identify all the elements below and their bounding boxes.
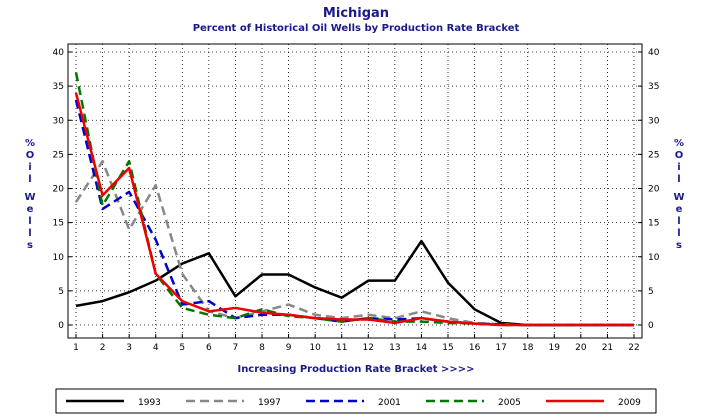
y-axis-label-char-left: i xyxy=(28,162,31,173)
x-tick-label: 17 xyxy=(495,343,506,353)
y-tick-label-right: 10 xyxy=(648,253,660,263)
y-tick-label-left: 20 xyxy=(53,185,65,195)
y-tick-label-right: 30 xyxy=(648,116,660,126)
y-tick-label-left: 10 xyxy=(53,253,65,263)
x-tick-label: 9 xyxy=(286,343,292,353)
y-axis-label-char-right: % xyxy=(674,138,684,149)
y-tick-label-left: 30 xyxy=(53,116,65,126)
y-tick-label-right: 5 xyxy=(648,287,654,297)
y-tick-label-right: 20 xyxy=(648,185,660,195)
y-axis-label-char-left: O xyxy=(26,150,35,161)
y-tick-label-right: 35 xyxy=(648,82,659,92)
x-tick-label: 1 xyxy=(73,343,79,353)
legend-box xyxy=(55,388,657,414)
x-tick-label: 10 xyxy=(309,343,321,353)
x-axis-label: Increasing Production Rate Bracket >>>> xyxy=(237,364,474,375)
y-tick-label-right: 0 xyxy=(648,321,654,331)
series-line-1993 xyxy=(75,239,634,327)
y-tick-label-right: 25 xyxy=(648,150,659,160)
legend-label-2009: 2009 xyxy=(618,398,641,408)
y-tick-label-left: 0 xyxy=(58,321,64,331)
y-axis-label-char-left: l xyxy=(28,228,31,239)
x-tick-label: 16 xyxy=(469,343,481,353)
series-line-2009 xyxy=(74,92,634,327)
y-axis-label-char-right: l xyxy=(677,216,680,227)
grid xyxy=(68,44,642,338)
y-axis-label-char-left: W xyxy=(24,192,35,203)
x-tick-label: 14 xyxy=(416,343,428,353)
y-tick-label-right: 15 xyxy=(648,219,659,229)
axis-ticks: 1 2 3 4 5 6 7 8 9 10 11 12 13 14 15 16 17 18 19 20 21 220 05 51… xyxy=(53,48,660,353)
y-axis-label-char-right: i xyxy=(677,162,680,173)
x-tick-label: 15 xyxy=(442,343,453,353)
series-line-2001 xyxy=(74,99,634,327)
y-axis-label-char-right: l xyxy=(677,174,680,185)
y-tick-label-left: 35 xyxy=(53,82,64,92)
x-tick-label: 18 xyxy=(522,343,534,353)
y-axis-label-char-left: e xyxy=(27,204,34,215)
x-tick-label: 5 xyxy=(179,343,185,353)
x-tick-label: 3 xyxy=(126,343,132,353)
plot-frame xyxy=(67,43,643,339)
y-axis-label-char-left: % xyxy=(25,138,35,149)
x-tick-label: 6 xyxy=(206,343,212,353)
chart-subtitle: Percent of Historical Oil Wells by Produ… xyxy=(193,23,520,34)
x-tick-label: 12 xyxy=(363,343,374,353)
x-tick-label: 20 xyxy=(575,343,587,353)
x-tick-label: 7 xyxy=(233,343,239,353)
y-tick-label-right: 40 xyxy=(648,48,660,58)
y-axis-label-char-left: l xyxy=(28,216,31,227)
x-tick-label: 19 xyxy=(549,343,561,353)
series-lines xyxy=(74,72,634,327)
y-axis-label-char-left: l xyxy=(28,174,31,185)
legend-label-2005: 2005 xyxy=(498,398,521,408)
y-tick-label-left: 5 xyxy=(58,287,64,297)
x-tick-label: 13 xyxy=(389,343,400,353)
chart-title: Michigan xyxy=(323,6,389,21)
x-tick-label: 11 xyxy=(336,343,347,353)
x-tick-label: 8 xyxy=(259,343,265,353)
x-tick-label: 2 xyxy=(100,343,106,353)
y-axis-label-char-right: s xyxy=(676,240,682,251)
y-tick-label-left: 15 xyxy=(53,219,64,229)
legend-label-2001: 2001 xyxy=(378,398,401,408)
y-axis-label-char-right: l xyxy=(677,228,680,239)
y-tick-label-left: 40 xyxy=(53,48,65,58)
legend: 1993 1997 2001 2005 2009 xyxy=(66,398,641,408)
legend-label-1993: 1993 xyxy=(138,398,161,408)
y-axis-label-char-right: e xyxy=(676,204,683,215)
x-tick-label: 4 xyxy=(153,343,159,353)
x-tick-label: 22 xyxy=(628,343,639,353)
legend-label-1997: 1997 xyxy=(258,398,281,408)
x-tick-label: 21 xyxy=(602,343,613,353)
y-axis-label-char-left: s xyxy=(27,240,33,251)
y-tick-label-left: 25 xyxy=(53,150,64,160)
series-line-1997 xyxy=(74,159,634,327)
y-axis-label-char-right: W xyxy=(673,192,684,203)
y-axis-label-char-right: O xyxy=(675,150,684,161)
